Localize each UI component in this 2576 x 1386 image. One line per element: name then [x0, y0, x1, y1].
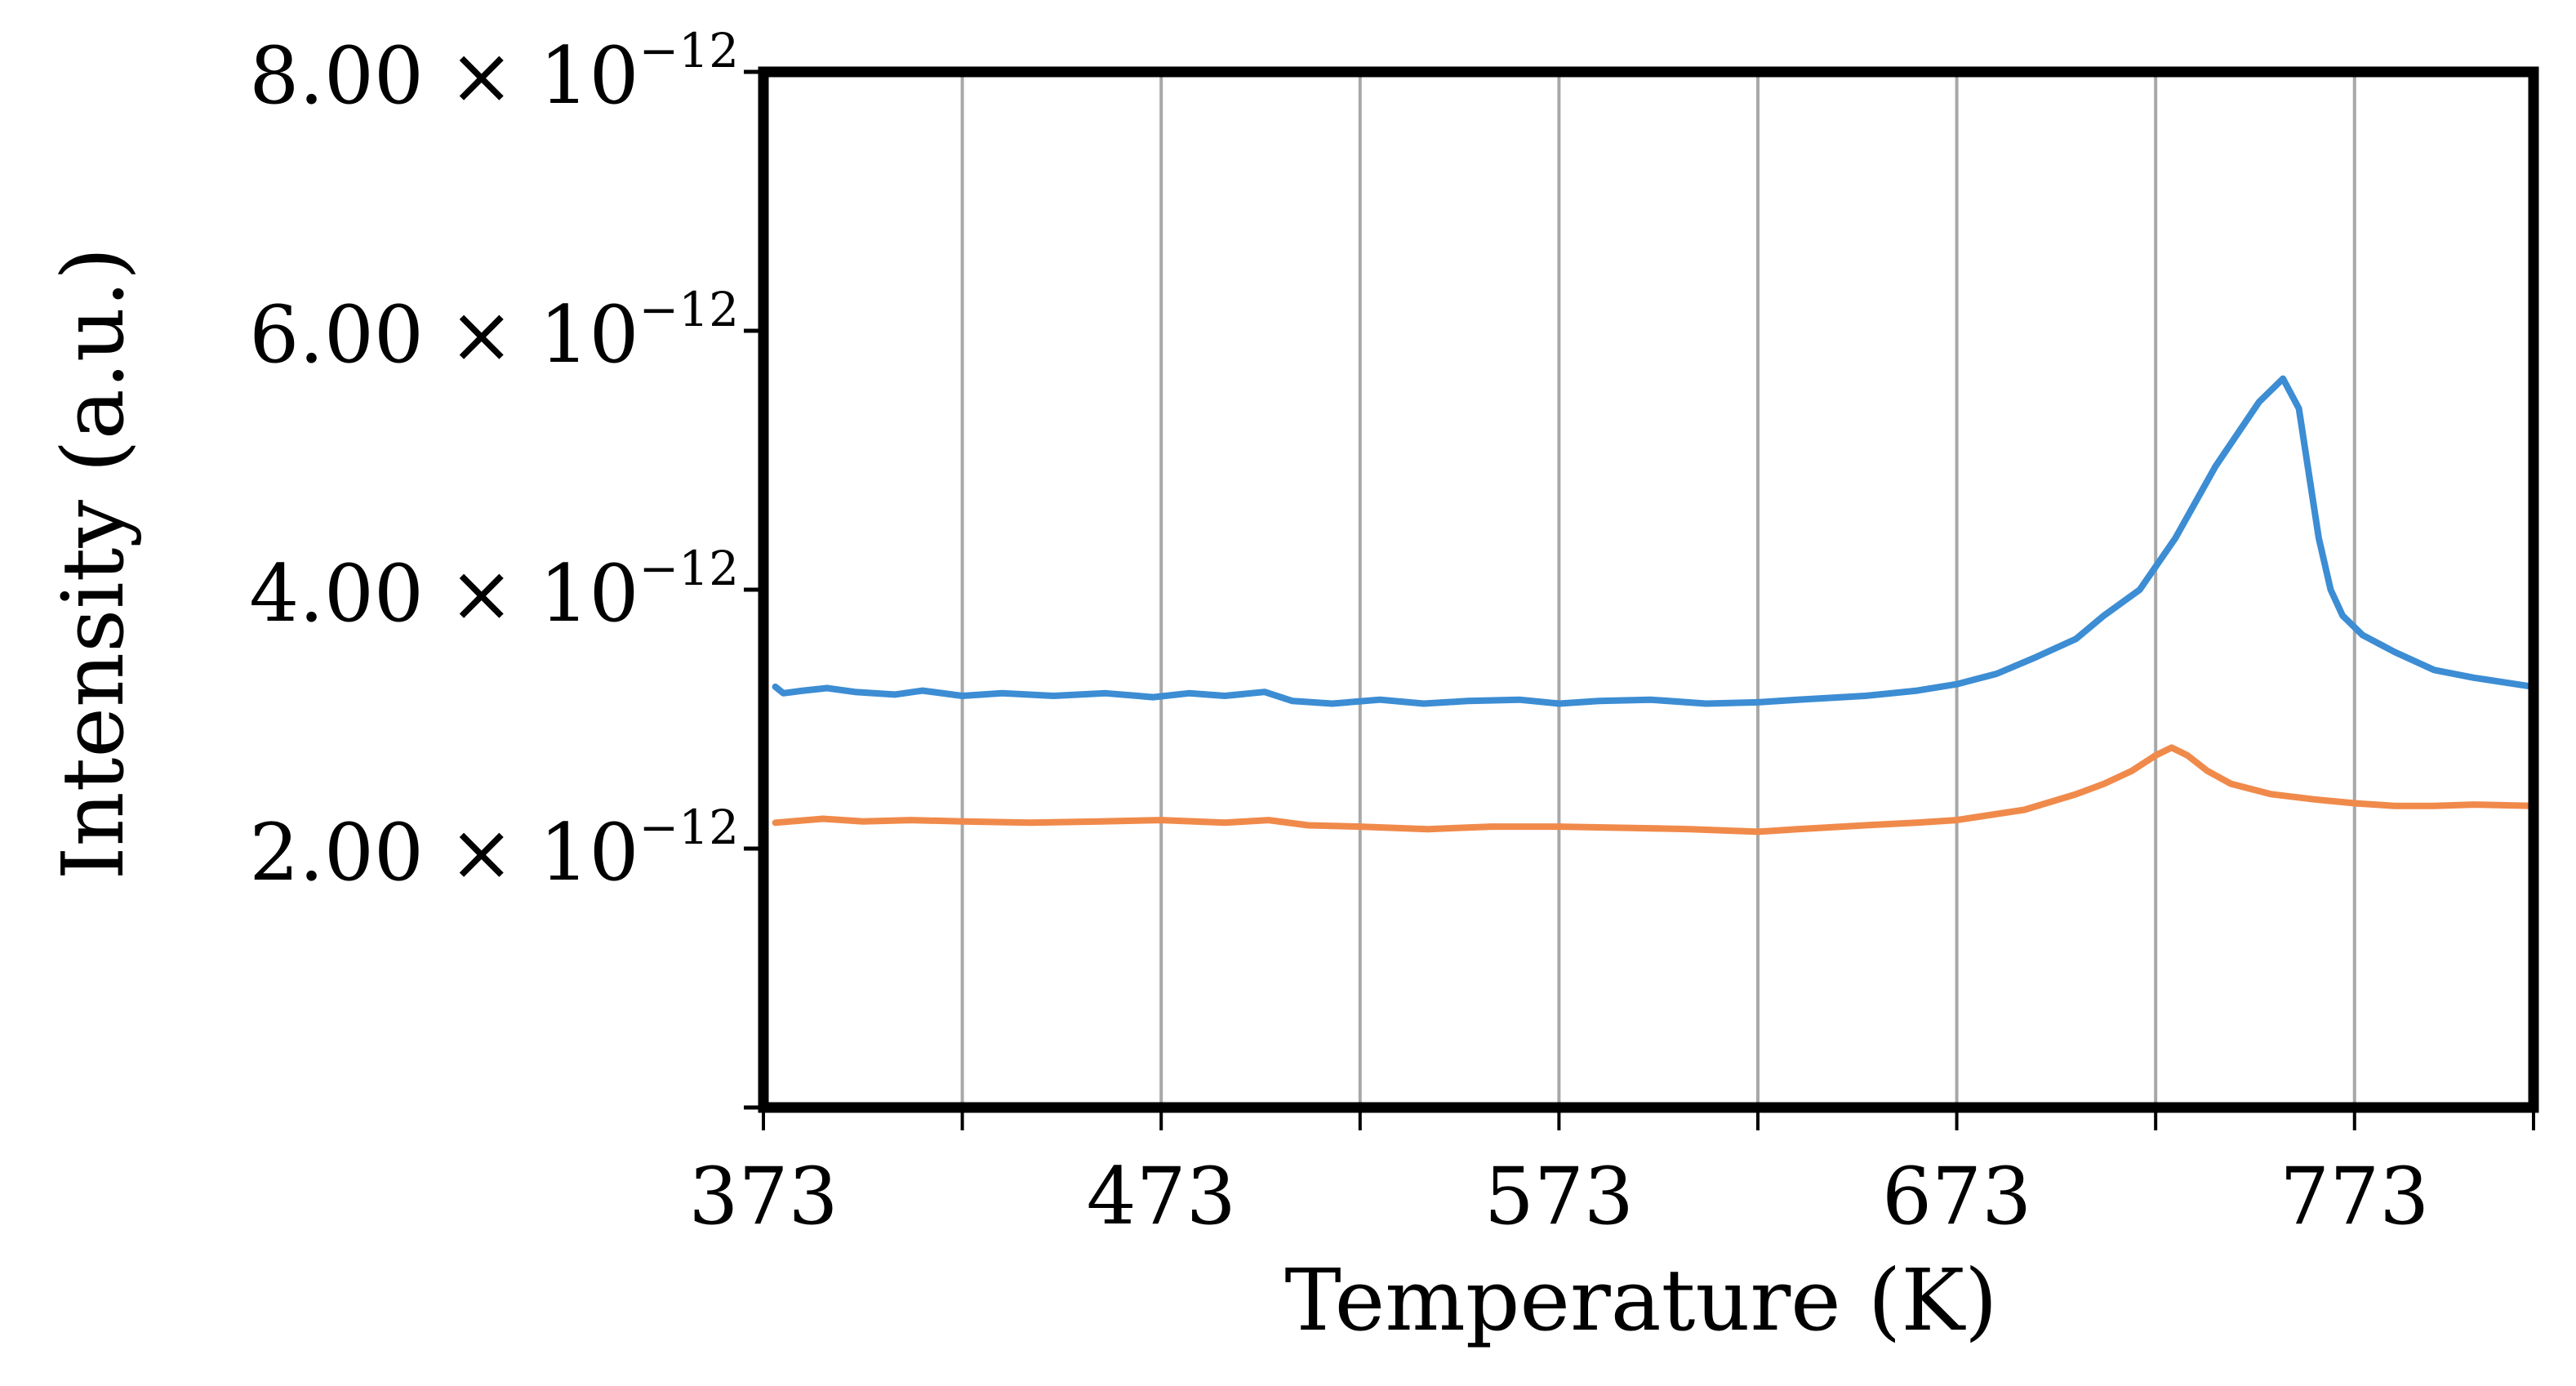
- y-tick-mantissa: 6.00 × 10: [249, 289, 638, 381]
- x-tick-label: 573: [1484, 1151, 1634, 1242]
- y-axis-title: Intensity (a.u.): [43, 247, 143, 880]
- series-line-1: [772, 375, 2537, 707]
- tick-layer: [744, 69, 2535, 1130]
- series-layer: [772, 375, 2537, 836]
- y-tick-mantissa: 8.00 × 10: [249, 30, 638, 122]
- y-tick-exponent: −12: [639, 23, 739, 78]
- y-tick-label: 6.00 × 10−12: [249, 282, 739, 381]
- x-tick-label: 773: [2280, 1151, 2429, 1242]
- grid-layer: [960, 72, 2356, 1107]
- y-tick-mantissa: 4.00 × 10: [249, 548, 638, 640]
- series-line-2: [772, 744, 2537, 836]
- y-tick-label: 4.00 × 10−12: [249, 541, 739, 640]
- x-axis-title: Temperature (K): [1284, 1250, 1997, 1350]
- x-tick-label: 373: [688, 1151, 838, 1242]
- y-tick-label: 2.00 × 10−12: [249, 800, 739, 898]
- y-tick-mantissa: 2.00 × 10: [249, 807, 638, 898]
- y-tick-exponent: −12: [639, 282, 739, 337]
- y-tick-exponent: −12: [639, 800, 739, 855]
- x-tick-label: 673: [1882, 1151, 2031, 1242]
- y-tick-exponent: −12: [639, 541, 739, 596]
- plot-frame: [758, 66, 2539, 1113]
- x-tick-label: 473: [1087, 1151, 1236, 1242]
- y-tick-label: 8.00 × 10−12: [249, 23, 739, 122]
